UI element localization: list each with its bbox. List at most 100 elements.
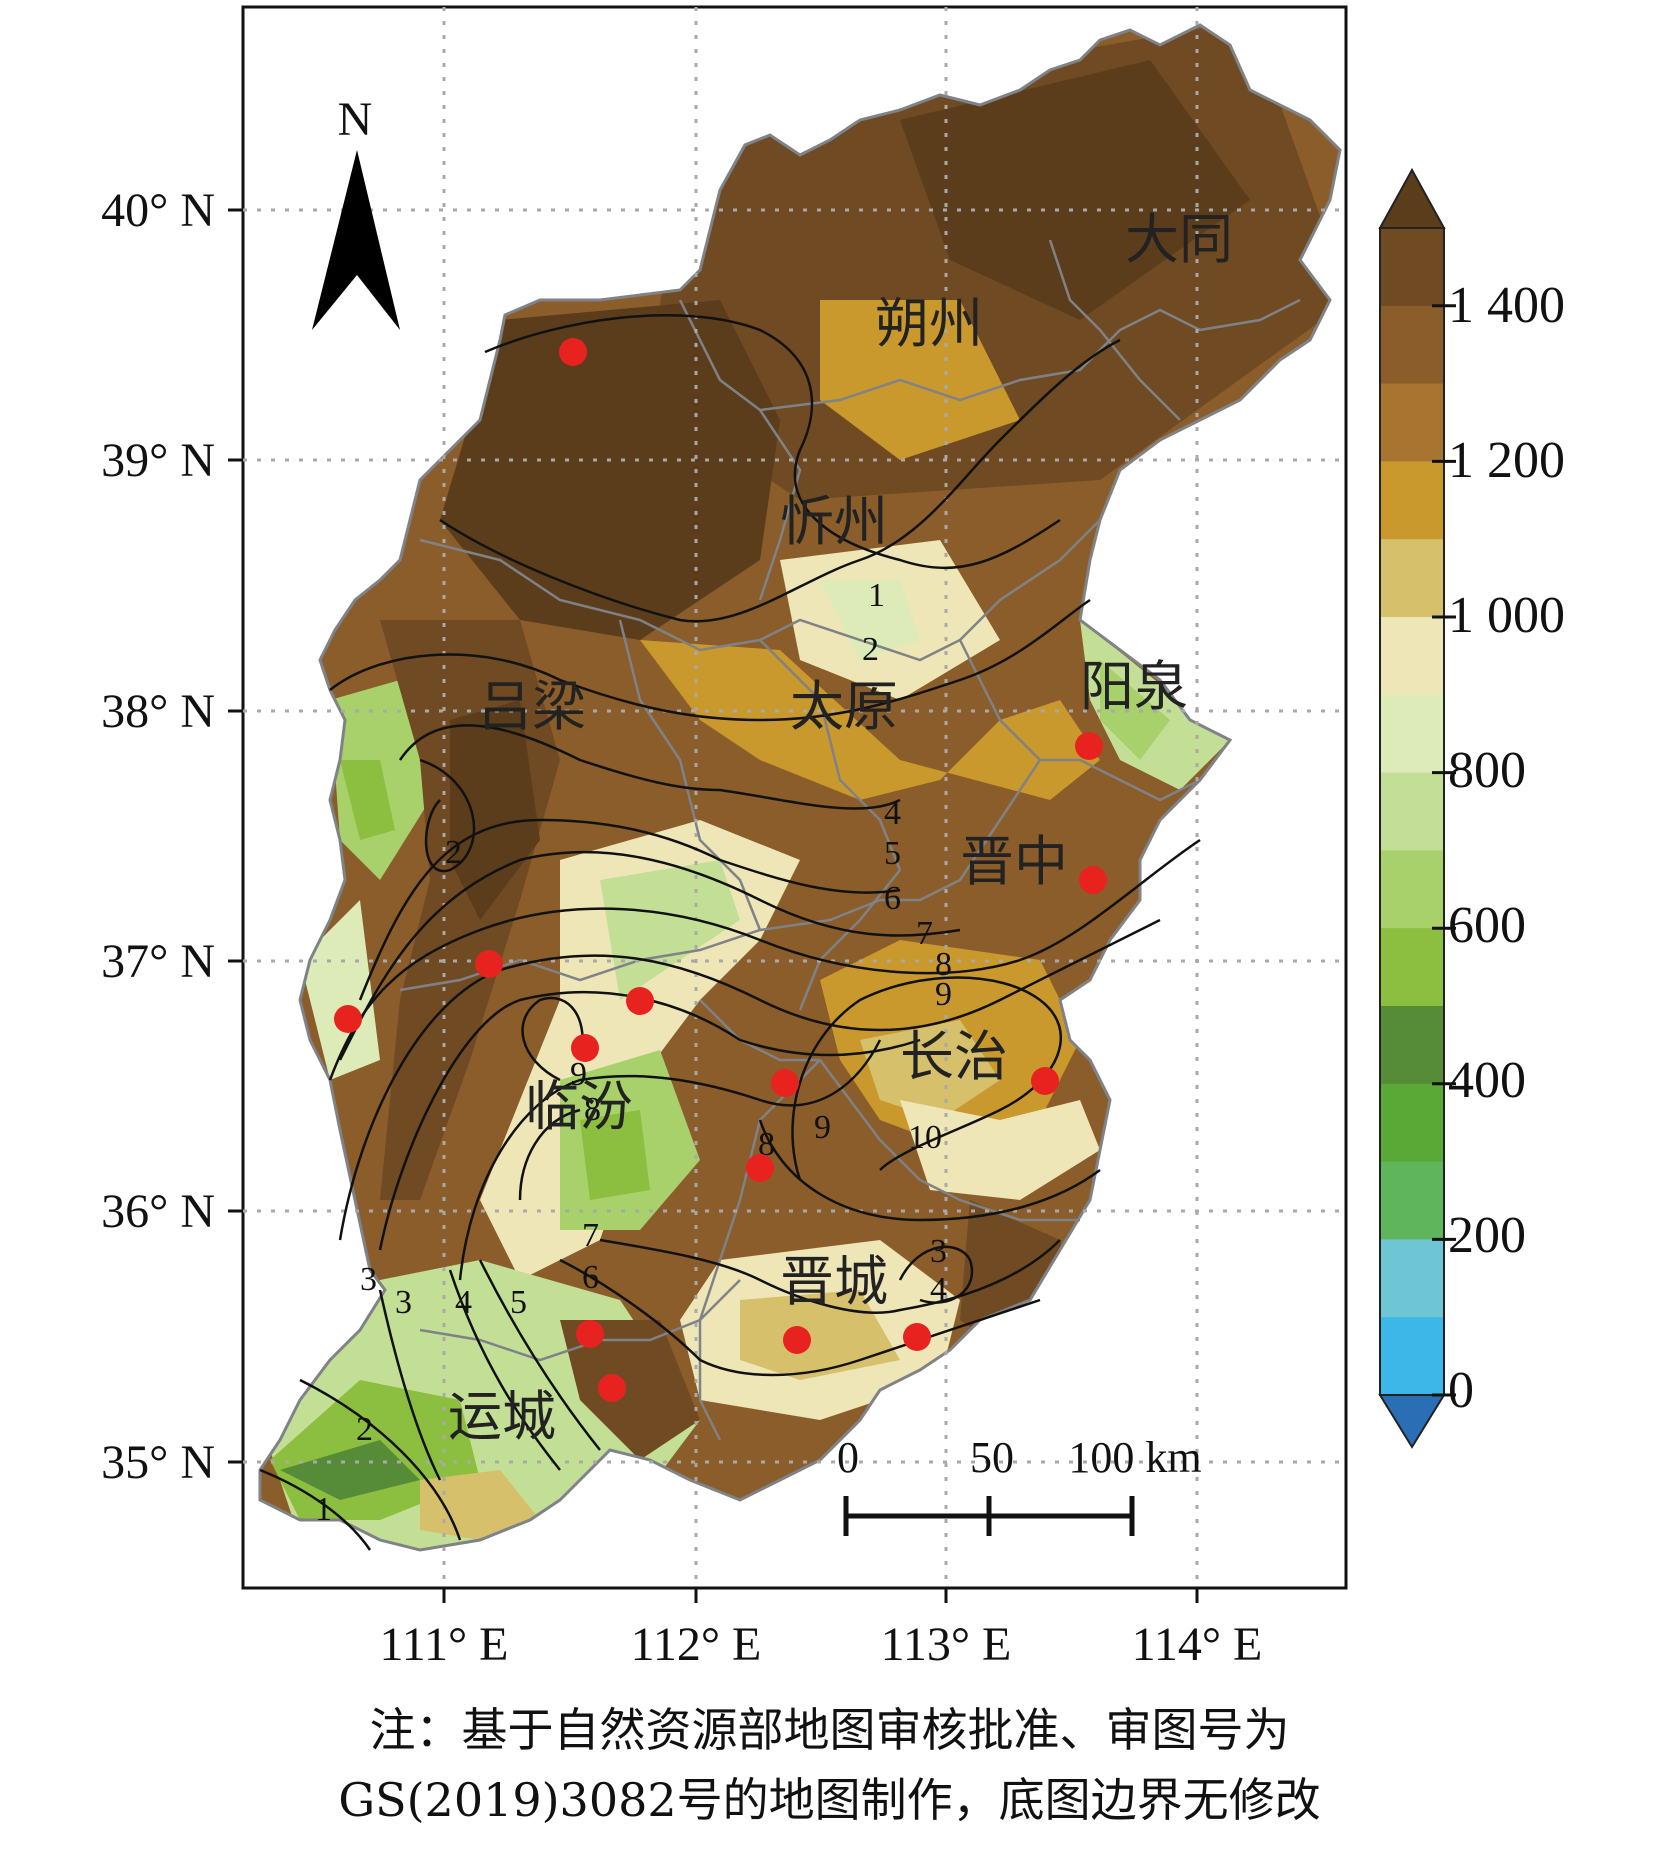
north-label: N: [338, 93, 373, 146]
colorbar-segment: [1380, 1006, 1444, 1085]
colorbar-segment: [1380, 928, 1444, 1007]
colorbar-segment: [1380, 539, 1444, 618]
north-arrow: N: [312, 93, 400, 330]
contour-lines: [259, 313, 1201, 1551]
contour-label: 6: [884, 880, 901, 917]
longitude-ticks: 111° E 112° E 113° E 114° E: [380, 1588, 1263, 1671]
colorbar-segment: [1380, 383, 1444, 462]
station-marker: [598, 1374, 626, 1402]
lat-tick-label: 36° N: [101, 1185, 215, 1238]
colorbar-tick-label: 1 400: [1448, 277, 1565, 334]
contour-label: 5: [884, 835, 901, 872]
station-marker: [475, 950, 503, 978]
contour-label: 8: [584, 1091, 601, 1128]
city-label-datong: 大同: [1125, 208, 1233, 271]
colorbar-segment: [1380, 772, 1444, 851]
prefecture-boundaries: [399, 239, 1301, 1441]
contour-label: 3: [360, 1261, 377, 1298]
colorbar-segment: [1380, 1239, 1444, 1318]
colorbar-tick-label: 1 000: [1448, 587, 1565, 644]
contour-label: 9: [570, 1056, 587, 1093]
contour-label: 9: [935, 976, 952, 1013]
station-marker: [334, 1005, 362, 1033]
colorbar-segment: [1380, 1161, 1444, 1240]
city-label-shuozhou: 朔州: [875, 292, 983, 355]
station-marker: [771, 1069, 799, 1097]
colorbar-labels: 1 400 1 200 1 000 800 600 400 200 0: [1448, 277, 1565, 1419]
lon-tick-label: 111° E: [380, 1618, 509, 1671]
scale-bar: 0 50 100 km: [837, 1433, 1202, 1536]
station-marker: [1075, 732, 1103, 760]
colorbar-segment: [1380, 850, 1444, 929]
station-marker: [783, 1326, 811, 1354]
city-label-jincheng: 晋城: [780, 1250, 888, 1313]
lon-tick-label: 114° E: [1132, 1618, 1263, 1671]
station-marker: [626, 987, 654, 1015]
colorbar-border: [1379, 227, 1445, 1396]
north-arrow-right-icon: [357, 150, 400, 330]
station-markers: [334, 338, 1107, 1402]
contour-label: 1: [868, 577, 885, 614]
colorbar-bottom-arrow: [1378, 1394, 1446, 1449]
contour-label: 4: [930, 1271, 947, 1308]
contour-label: 3: [930, 1233, 947, 1270]
scale-label-50: 50: [970, 1433, 1014, 1482]
city-label-xinzhou: 忻州: [780, 490, 888, 553]
station-marker: [559, 338, 587, 366]
note-line-2: GS(2019)3082号的地图制作，底图边界无修改: [338, 1773, 1321, 1827]
colorbar-top-arrow: [1378, 167, 1446, 229]
colorbar-segment: [1380, 461, 1444, 540]
contour-label: 4: [884, 795, 901, 832]
graticule: [243, 7, 1346, 1588]
contour-label: 4: [455, 1284, 472, 1321]
contour-label: 2: [862, 631, 879, 668]
colorbar-segment: [1380, 617, 1444, 696]
contour-label: 5: [510, 1284, 527, 1321]
contour-label: 8: [935, 946, 952, 983]
colorbar-tick-label: 800: [1448, 742, 1526, 799]
station-marker: [903, 1323, 931, 1351]
city-label-linfen: 临汾: [525, 1075, 633, 1138]
city-label-yangquan: 阳泉: [1080, 655, 1188, 718]
colorbar: [1378, 167, 1456, 1449]
contour-label: 6: [582, 1259, 599, 1296]
contour-label: 3: [395, 1284, 412, 1321]
colorbar-tick-label: 200: [1448, 1207, 1526, 1264]
station-marker: [1031, 1067, 1059, 1095]
contour-label: 10: [908, 1119, 942, 1156]
station-marker: [571, 1034, 599, 1062]
colorbar-tick-label: 1 200: [1448, 432, 1565, 489]
colorbar-tick-label: 0: [1448, 1362, 1474, 1419]
contour-label: 2: [445, 834, 462, 871]
contour-label: 7: [916, 915, 933, 952]
lon-tick-label: 112° E: [631, 1618, 762, 1671]
city-labels: 大同 朔州 忻州 吕梁 太原 阳泉 晋中 长治 临汾 晋城 运城: [448, 208, 1233, 1448]
lat-tick-label: 37° N: [101, 935, 215, 988]
latitude-ticks: 40° N 39° N 38° N 37° N 36° N 35° N: [101, 184, 243, 1489]
city-label-jinzhong: 晋中: [960, 830, 1068, 893]
colorbar-segment: [1380, 305, 1444, 385]
station-marker: [1079, 866, 1107, 894]
scale-label-0: 0: [837, 1433, 859, 1482]
contour-label: 7: [582, 1217, 599, 1254]
province-boundary: [258, 23, 1342, 1552]
city-label-lvliang: 吕梁: [478, 675, 586, 738]
station-marker: [746, 1154, 774, 1182]
colorbar-segment: [1380, 1083, 1444, 1163]
colorbar-tick-label: 400: [1448, 1052, 1526, 1109]
station-marker: [576, 1320, 604, 1348]
lon-tick-label: 113° E: [881, 1618, 1012, 1671]
contour-label-group: 1 2 2 3 4 5 6 7 8 9 10 9 8 7 6 5 4 3 2 1…: [315, 577, 952, 1528]
contour-label: 9: [814, 1109, 831, 1146]
note-line-1: 注：基于自然资源部地图审核批准、审图号为: [369, 1703, 1290, 1757]
lat-tick-label: 40° N: [101, 184, 215, 237]
lat-tick-label: 38° N: [101, 685, 215, 738]
contour-label: 2: [356, 1411, 373, 1448]
lat-tick-label: 39° N: [101, 434, 215, 487]
scale-label-100: 100 km: [1068, 1433, 1201, 1482]
colorbar-segment: [1380, 1317, 1444, 1396]
contour-label: 1: [315, 1491, 332, 1528]
city-label-taiyuan: 太原: [790, 675, 898, 738]
